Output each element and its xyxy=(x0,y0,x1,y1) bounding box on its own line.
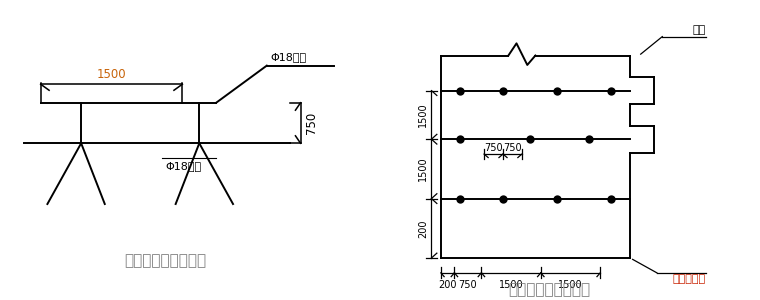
Text: 1500: 1500 xyxy=(418,157,428,181)
Text: 基础外边线: 基础外边线 xyxy=(673,274,705,284)
Text: 750: 750 xyxy=(484,143,503,153)
Text: 1500: 1500 xyxy=(418,103,428,127)
Text: 750: 750 xyxy=(458,280,477,290)
Text: 750: 750 xyxy=(503,143,522,153)
Text: 1500: 1500 xyxy=(499,280,524,290)
Text: 马凳平面布置示意图: 马凳平面布置示意图 xyxy=(508,282,590,297)
Text: 1500: 1500 xyxy=(558,280,583,290)
Text: Φ18钢筋: Φ18钢筋 xyxy=(270,52,306,62)
Text: 支点: 支点 xyxy=(692,25,705,35)
Text: 马凳加工形状示意图: 马凳加工形状示意图 xyxy=(125,253,207,268)
Text: 200: 200 xyxy=(439,280,457,290)
Text: 750: 750 xyxy=(305,112,318,134)
Text: Φ18钢筋: Φ18钢筋 xyxy=(166,161,201,171)
Text: 200: 200 xyxy=(418,219,428,238)
Text: 1500: 1500 xyxy=(97,68,126,82)
